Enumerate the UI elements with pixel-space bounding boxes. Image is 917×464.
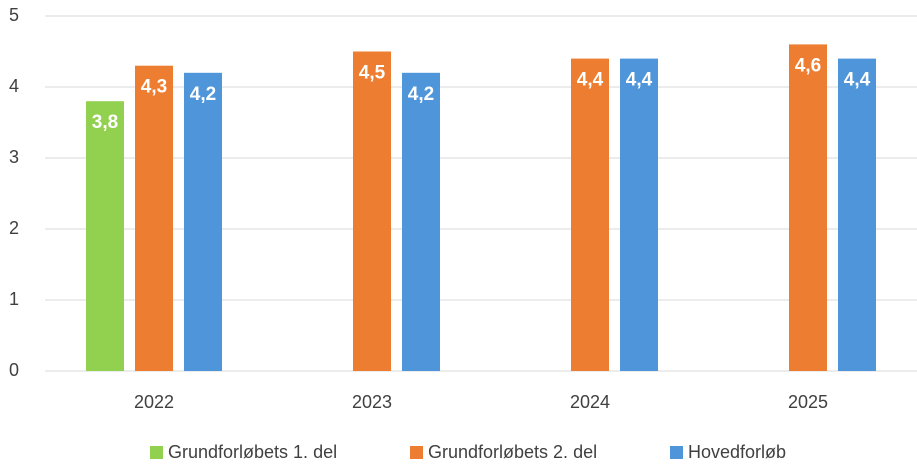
value-label: 4,2 xyxy=(190,84,216,105)
legend-label: Hovedforløb xyxy=(688,442,786,462)
legend-swatch xyxy=(410,446,423,459)
bar xyxy=(571,58,609,371)
bar xyxy=(135,65,173,371)
bar xyxy=(86,101,124,371)
y-tick-label: 1 xyxy=(9,289,19,309)
bar xyxy=(402,72,440,372)
legend-swatch xyxy=(150,446,163,459)
bar xyxy=(789,44,827,372)
bar xyxy=(620,58,658,371)
value-label: 3,8 xyxy=(92,112,118,133)
bar xyxy=(184,72,222,372)
x-tick-label: 2023 xyxy=(352,392,392,412)
bar xyxy=(838,58,876,371)
value-label: 4,2 xyxy=(408,84,434,105)
value-label: 4,6 xyxy=(795,55,821,76)
value-label: 4,5 xyxy=(359,63,386,84)
value-label: 4,4 xyxy=(844,70,871,91)
x-tick-label: 2025 xyxy=(788,392,828,412)
legend-label: Grundforløbets 2. del xyxy=(428,442,597,462)
y-tick-label: 4 xyxy=(9,76,19,96)
legend-label: Grundforløbets 1. del xyxy=(168,442,337,462)
value-label: 4,3 xyxy=(141,77,167,98)
x-tick-label: 2022 xyxy=(134,392,174,412)
y-tick-label: 5 xyxy=(9,5,19,25)
y-tick-label: 3 xyxy=(9,147,19,167)
bar xyxy=(353,51,391,371)
x-tick-label: 2024 xyxy=(570,392,610,412)
legend-swatch xyxy=(670,446,683,459)
value-label: 4,4 xyxy=(577,70,604,91)
value-label: 4,4 xyxy=(626,70,653,91)
y-tick-label: 2 xyxy=(9,218,19,238)
y-tick-label: 0 xyxy=(9,360,19,380)
